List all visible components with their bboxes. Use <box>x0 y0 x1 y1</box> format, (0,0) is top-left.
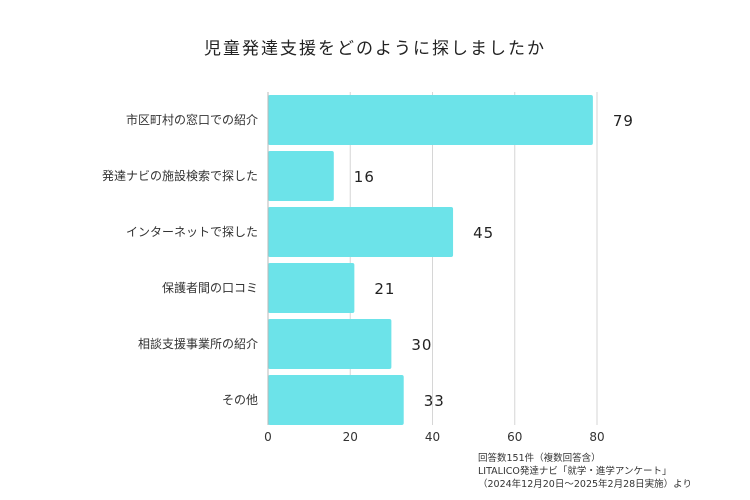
footnote: 回答数151件（複数回答含） LITALICO発達ナビ「就学・進学アンケート」 … <box>478 452 692 491</box>
bar <box>268 95 593 145</box>
value-label: 30 <box>411 336 432 354</box>
bar <box>268 319 392 369</box>
value-label: 79 <box>613 112 634 130</box>
category-label: 相談支援事業所の紹介 <box>138 336 258 351</box>
bar <box>268 207 454 257</box>
footnote-line-response-count: 回答数151件（複数回答含） <box>478 453 601 464</box>
footnote-line-period: （2024年12月20日～2025年2月28日実施）より <box>478 479 692 490</box>
value-label: 16 <box>354 168 375 186</box>
chart-title: 児童発達支援をどのように探しましたか <box>204 39 546 59</box>
x-tick-label: 20 <box>343 430 358 444</box>
category-label: 保護者間の口コミ <box>162 280 258 295</box>
category-label: 発達ナビの施設検索で探した <box>102 168 258 183</box>
category-label: その他 <box>222 393 258 407</box>
value-label: 45 <box>473 224 494 242</box>
value-label: 33 <box>424 392 445 410</box>
bar <box>268 263 355 313</box>
value-label: 21 <box>374 280 395 298</box>
x-tick-label: 0 <box>264 430 272 444</box>
category-label: インターネットで探した <box>126 225 258 239</box>
bar <box>268 375 404 425</box>
x-tick-label: 40 <box>425 430 440 444</box>
x-tick-label: 60 <box>507 430 522 444</box>
category-label: 市区町村の窓口での紹介 <box>126 112 258 127</box>
footnote-line-source: LITALICO発達ナビ「就学・進学アンケート」 <box>478 466 672 477</box>
bar <box>268 151 334 201</box>
x-tick-label: 80 <box>589 430 604 444</box>
